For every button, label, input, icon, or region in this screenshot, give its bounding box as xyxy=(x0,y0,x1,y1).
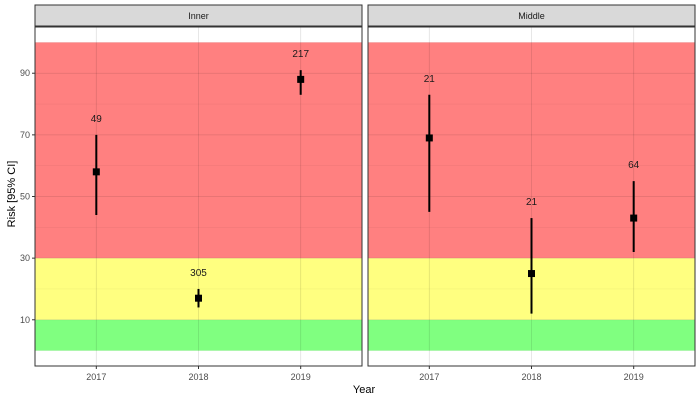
data-label: 49 xyxy=(91,114,103,125)
x-tick-label-2018: 2018 xyxy=(188,372,208,382)
facet-strip-label-middle: Middle xyxy=(518,11,545,21)
data-label: 305 xyxy=(190,268,207,279)
y-tick-label-70: 70 xyxy=(20,130,30,140)
facet-strip-label-inner: Inner xyxy=(188,11,209,21)
y-axis-title: Risk [95% CI] xyxy=(6,161,18,228)
y-tick-label-30: 30 xyxy=(20,253,30,263)
data-point xyxy=(630,214,638,222)
x-tick-label-2017: 2017 xyxy=(419,372,439,382)
y-tick-label-50: 50 xyxy=(20,192,30,202)
data-point xyxy=(195,294,202,302)
x-tick-label-2017: 2017 xyxy=(86,372,106,382)
data-label: 217 xyxy=(292,49,309,60)
x-tick-label-2019: 2019 xyxy=(291,372,311,382)
data-point xyxy=(425,134,433,142)
x-tick-label-2019: 2019 xyxy=(624,372,644,382)
facet-strip-middle xyxy=(367,4,696,27)
x-tick-label-2018: 2018 xyxy=(521,372,541,382)
data-point xyxy=(92,168,100,176)
data-label: 21 xyxy=(424,74,436,85)
x-axis-title: Year xyxy=(353,384,376,396)
risk-band-0 xyxy=(368,319,695,351)
risk-band-0 xyxy=(35,319,362,351)
data-point xyxy=(528,270,535,278)
data-point xyxy=(297,75,305,83)
risk-band-2 xyxy=(35,42,362,259)
data-label: 21 xyxy=(526,197,538,208)
facet-strip-inner xyxy=(34,4,363,27)
y-tick-label-10: 10 xyxy=(20,315,30,325)
risk-band-1 xyxy=(35,258,362,320)
data-label: 64 xyxy=(628,160,640,171)
y-tick-label-90: 90 xyxy=(20,68,30,78)
